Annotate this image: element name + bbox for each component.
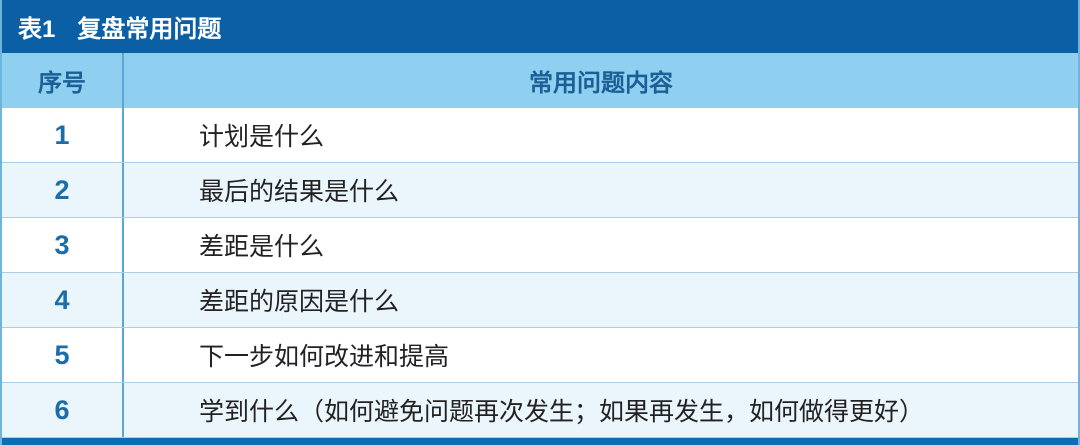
column-header-content: 常用问题内容 <box>529 70 673 97</box>
table-row: 2 最后的结果是什么 <box>2 163 1078 218</box>
row-index: 2 <box>2 163 124 217</box>
column-header-index: 序号 <box>2 53 124 108</box>
table-row: 6 学到什么（如何避免问题再次发生；如果再发生，如何做得更好） <box>2 383 1078 438</box>
row-index: 6 <box>2 383 124 437</box>
table-header: 序号 常用问题内容 <box>2 53 1078 108</box>
table-title-text: 复盘常用问题 <box>77 16 222 43</box>
table-number: 表1 <box>18 16 56 43</box>
table-row: 3 差距是什么 <box>2 218 1078 273</box>
row-content: 最后的结果是什么 <box>199 178 400 206</box>
row-content: 学到什么（如何避免问题再次发生；如果再发生，如何做得更好） <box>199 398 925 426</box>
row-content: 计划是什么 <box>199 123 325 151</box>
row-index: 4 <box>2 273 124 327</box>
row-content: 下一步如何改进和提高 <box>199 343 450 371</box>
row-content: 差距的原因是什么 <box>199 288 400 316</box>
row-content: 差距是什么 <box>199 233 325 261</box>
table-row: 1 计划是什么 <box>2 108 1078 163</box>
row-index: 5 <box>2 328 124 382</box>
row-index: 1 <box>2 108 124 162</box>
row-index: 3 <box>2 218 124 272</box>
table-row: 4 差距的原因是什么 <box>2 273 1078 328</box>
table-row: 5 下一步如何改进和提高 <box>2 328 1078 383</box>
bottom-border <box>2 438 1078 445</box>
table-title: 表1 复盘常用问题 <box>2 0 1078 53</box>
